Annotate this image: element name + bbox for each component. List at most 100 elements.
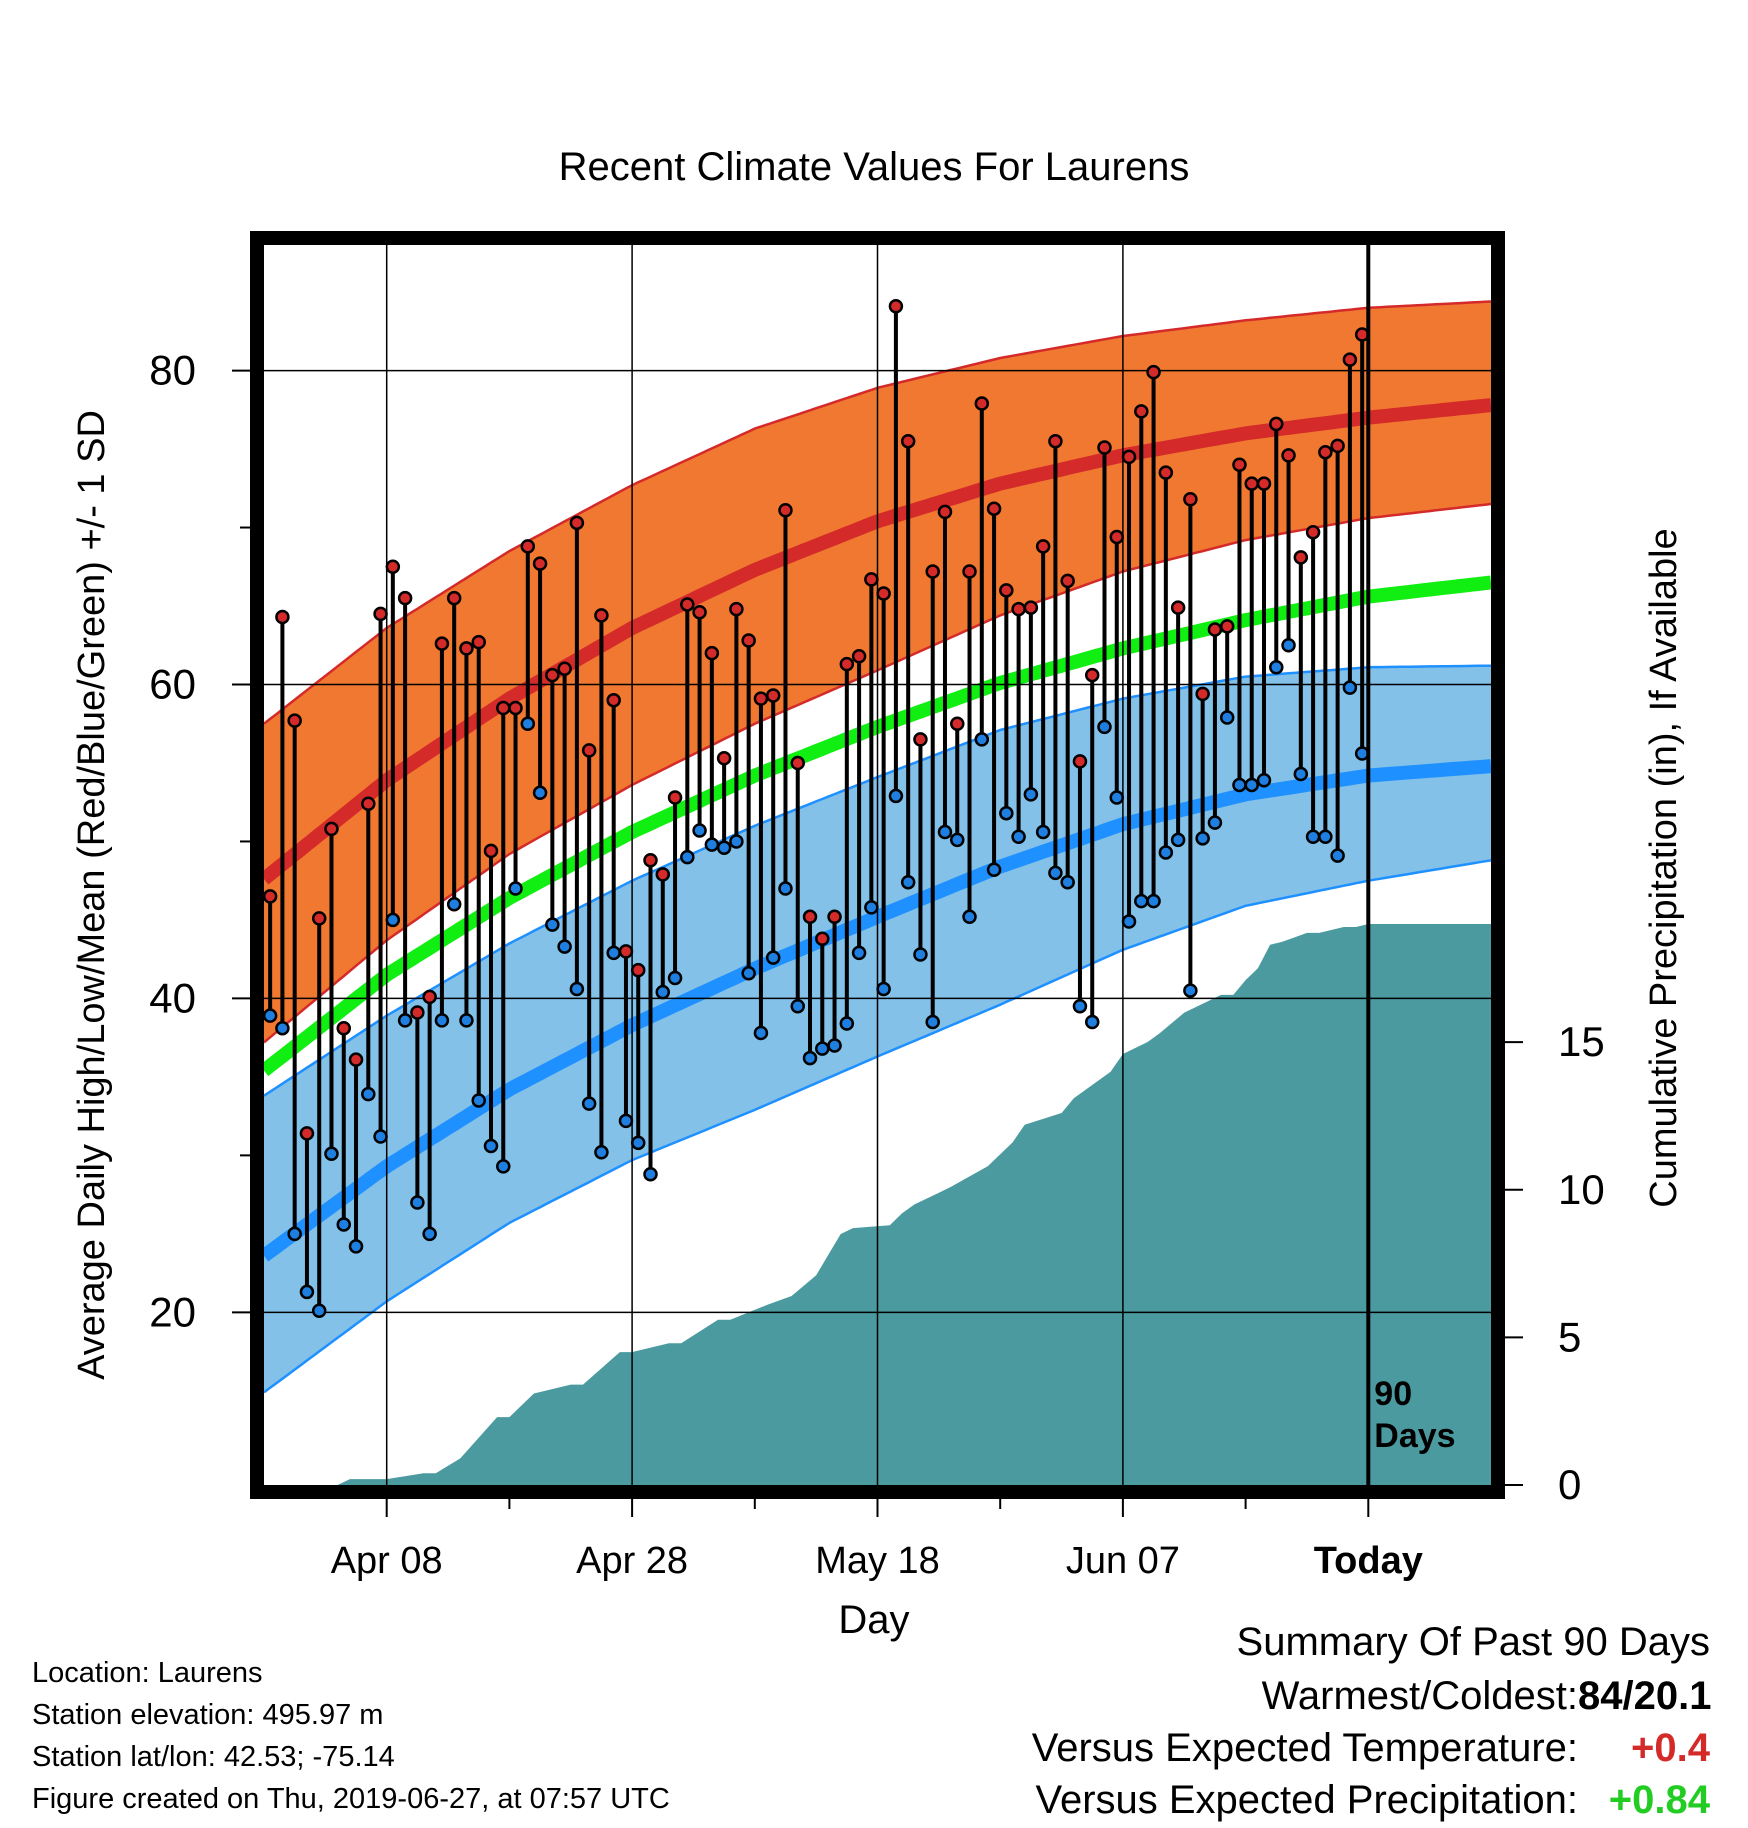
daily-high-point bbox=[802, 909, 818, 925]
chart-title: Recent Climate Values For Laurens bbox=[559, 145, 1190, 189]
daily-low-point bbox=[1084, 1014, 1100, 1030]
daily-high-point bbox=[1134, 404, 1149, 419]
daily-low-point bbox=[827, 1038, 842, 1053]
y2-tick-label: 5 bbox=[1558, 1313, 1581, 1360]
daily-high-point bbox=[913, 732, 928, 747]
normal-high-band bbox=[264, 301, 1491, 1043]
daily-high-point bbox=[311, 911, 327, 926]
summary-precip-row: Versus Expected Precipitation: +0.84 bbox=[1032, 1774, 1710, 1826]
daily-high-point bbox=[692, 605, 707, 620]
daily-high-point bbox=[569, 515, 585, 531]
daily-low-point bbox=[410, 1195, 425, 1210]
daily-high-point bbox=[532, 556, 548, 571]
x-tick-label: Today bbox=[1314, 1540, 1423, 1582]
daily-low-point bbox=[950, 832, 965, 848]
summary-warmest-label: Warmest/Coldest: bbox=[1261, 1674, 1578, 1718]
daily-high-point bbox=[545, 667, 560, 683]
daily-high-point bbox=[361, 796, 376, 812]
daily-high-point bbox=[520, 539, 536, 554]
daily-high-point bbox=[1195, 686, 1210, 702]
daily-high-point bbox=[741, 633, 756, 648]
daily-low-point bbox=[864, 900, 879, 915]
daily-high-point bbox=[483, 843, 499, 859]
daily-high-point bbox=[1035, 539, 1051, 554]
daily-low-point bbox=[815, 1041, 830, 1056]
daily-high-point bbox=[446, 590, 462, 606]
daily-high-point bbox=[1048, 433, 1063, 449]
daily-high-point bbox=[680, 597, 695, 612]
y-tick-label: 40 bbox=[149, 974, 196, 1021]
y-tick-label: 80 bbox=[149, 347, 196, 394]
daily-high-point bbox=[264, 889, 278, 904]
daily-low-point bbox=[1207, 815, 1223, 830]
daily-low-point bbox=[581, 1096, 597, 1111]
daily-high-point bbox=[630, 962, 646, 978]
daily-high-point bbox=[336, 1020, 352, 1036]
daily-low-point bbox=[1342, 680, 1358, 695]
summary-heading: Summary Of Past 90 Days bbox=[1236, 1620, 1710, 1664]
daily-high-point bbox=[729, 601, 744, 617]
daily-low-point bbox=[1170, 832, 1186, 848]
daily-high-point bbox=[753, 691, 769, 706]
daily-high-point bbox=[1146, 364, 1161, 380]
station-info: Location: Laurens Station elevation: 495… bbox=[32, 1652, 670, 1820]
station-elevation: Station elevation: 495.97 m bbox=[32, 1699, 384, 1731]
daily-low-point bbox=[324, 1146, 339, 1162]
daily-low-point bbox=[851, 945, 867, 961]
daily-low-point bbox=[275, 1020, 290, 1036]
daily-low-point bbox=[741, 966, 756, 981]
daily-low-point bbox=[790, 999, 805, 1014]
daily-high-point bbox=[581, 743, 597, 758]
daily-low-point bbox=[913, 947, 928, 962]
y-tick-label: 60 bbox=[149, 660, 196, 707]
daily-low-point bbox=[753, 1025, 769, 1041]
today-days-label-line2: Days bbox=[1374, 1417, 1455, 1455]
daily-low-point bbox=[1134, 893, 1149, 909]
daily-high-point bbox=[815, 931, 830, 947]
daily-low-point bbox=[557, 939, 572, 954]
daily-low-point bbox=[1011, 829, 1026, 844]
daily-high-point bbox=[765, 688, 781, 703]
daily-low-point bbox=[1146, 893, 1161, 909]
daily-high-point bbox=[839, 656, 855, 672]
daily-low-point bbox=[925, 1014, 940, 1030]
daily-high-point bbox=[508, 700, 523, 716]
daily-low-point bbox=[1048, 865, 1063, 881]
daily-low-point bbox=[508, 881, 523, 896]
daily-high-point bbox=[1183, 492, 1198, 507]
daily-low-point bbox=[1281, 638, 1296, 653]
x-tick-label: Jun 07 bbox=[1066, 1540, 1180, 1582]
daily-low-point bbox=[1293, 766, 1309, 782]
daily-high-point bbox=[1084, 667, 1100, 683]
daily-low-point bbox=[1035, 824, 1051, 840]
daily-low-point bbox=[1330, 848, 1345, 863]
daily-low-point bbox=[778, 881, 793, 896]
daily-high-point bbox=[1207, 622, 1223, 637]
daily-high-point bbox=[1121, 449, 1137, 465]
daily-low-point bbox=[1305, 829, 1321, 844]
daily-high-point bbox=[287, 713, 302, 728]
daily-low-point bbox=[264, 1008, 278, 1023]
daily-low-point bbox=[1109, 790, 1125, 805]
daily-high-point bbox=[1060, 573, 1075, 589]
daily-high-point bbox=[496, 700, 511, 716]
x-tick-label: Apr 28 bbox=[576, 1540, 688, 1582]
daily-high-point bbox=[1109, 529, 1125, 545]
daily-high-point bbox=[1269, 416, 1284, 432]
daily-high-point bbox=[373, 606, 388, 622]
daily-low-point bbox=[1244, 777, 1259, 793]
daily-high-point bbox=[790, 755, 805, 771]
summary-precip-value: +0.84 bbox=[1608, 1778, 1710, 1822]
summary-temp-value: +0.4 bbox=[1631, 1726, 1710, 1770]
daily-high-point bbox=[434, 636, 450, 651]
daily-low-point bbox=[802, 1050, 818, 1066]
y-axis-label: Average Daily High/Low/Mean (Red/Blue/Gr… bbox=[71, 410, 113, 1380]
daily-low-point bbox=[361, 1086, 376, 1102]
daily-low-point bbox=[643, 1166, 658, 1182]
daily-low-point bbox=[618, 1113, 634, 1129]
daily-low-point bbox=[594, 1144, 609, 1160]
daily-low-point bbox=[471, 1093, 486, 1108]
daily-high-point bbox=[876, 586, 891, 601]
daily-high-point bbox=[1097, 440, 1112, 455]
